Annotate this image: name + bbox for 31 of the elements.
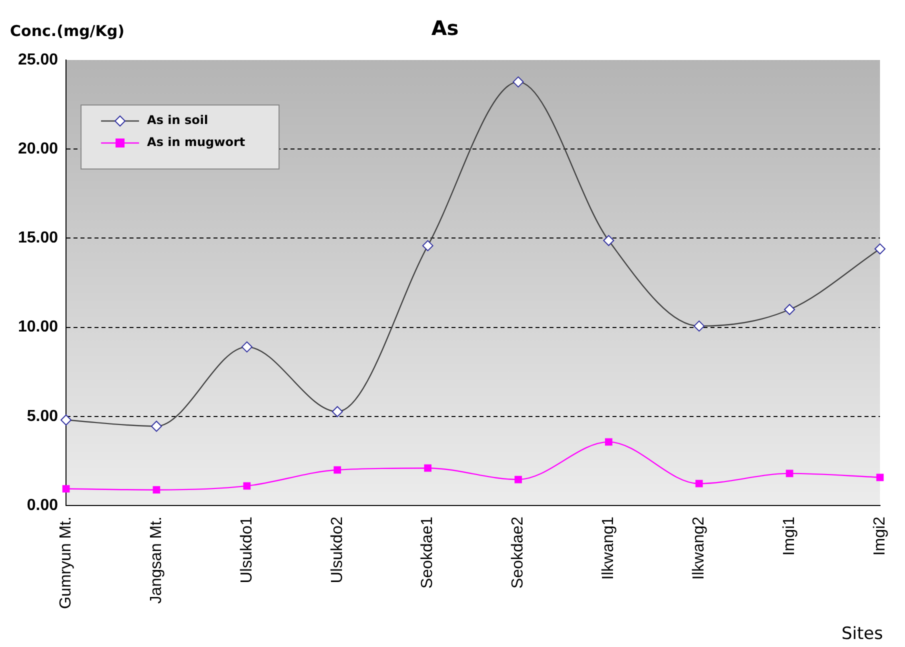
x-tick-label: Gumryun Mt. bbox=[57, 516, 74, 610]
x-tick-label: Ulsukdo1 bbox=[238, 516, 256, 584]
y-tick-label: 0.00 bbox=[26, 496, 58, 514]
x-tick-label: Imgi1 bbox=[780, 516, 798, 556]
y-tick-label: 10.00 bbox=[18, 318, 58, 336]
point bbox=[424, 464, 432, 472]
x-tick-label: Ulsukdo2 bbox=[328, 516, 346, 584]
x-axis-title: Sites bbox=[842, 624, 883, 644]
x-tick-label: Jangsan Mt. bbox=[148, 516, 165, 604]
point bbox=[876, 474, 884, 482]
chart-title: As bbox=[431, 16, 459, 40]
x-tick-label: Imgi2 bbox=[871, 516, 888, 556]
y-axis-title: Conc.(mg/Kg) bbox=[10, 22, 124, 40]
point bbox=[152, 486, 160, 494]
x-tick-label: Seokdae1 bbox=[419, 516, 436, 589]
legend-label: As in mugwort bbox=[147, 135, 246, 150]
point bbox=[514, 476, 522, 484]
y-tick-label: 15.00 bbox=[18, 230, 58, 247]
x-tick-label: Seokdae2 bbox=[510, 516, 527, 589]
x-tick-label: Ilkwang2 bbox=[690, 516, 708, 580]
y-tick-label: 5.00 bbox=[26, 408, 58, 425]
point bbox=[334, 466, 342, 474]
point bbox=[786, 470, 794, 478]
x-tick-label: Ilkwang1 bbox=[600, 516, 618, 580]
point bbox=[62, 485, 70, 492]
point bbox=[695, 480, 703, 488]
y-tick-label: 20.00 bbox=[18, 140, 58, 158]
point bbox=[604, 438, 612, 446]
legend-label: As in soil bbox=[147, 113, 208, 128]
y-tick-label: 25.00 bbox=[18, 51, 58, 68]
point bbox=[243, 482, 251, 490]
